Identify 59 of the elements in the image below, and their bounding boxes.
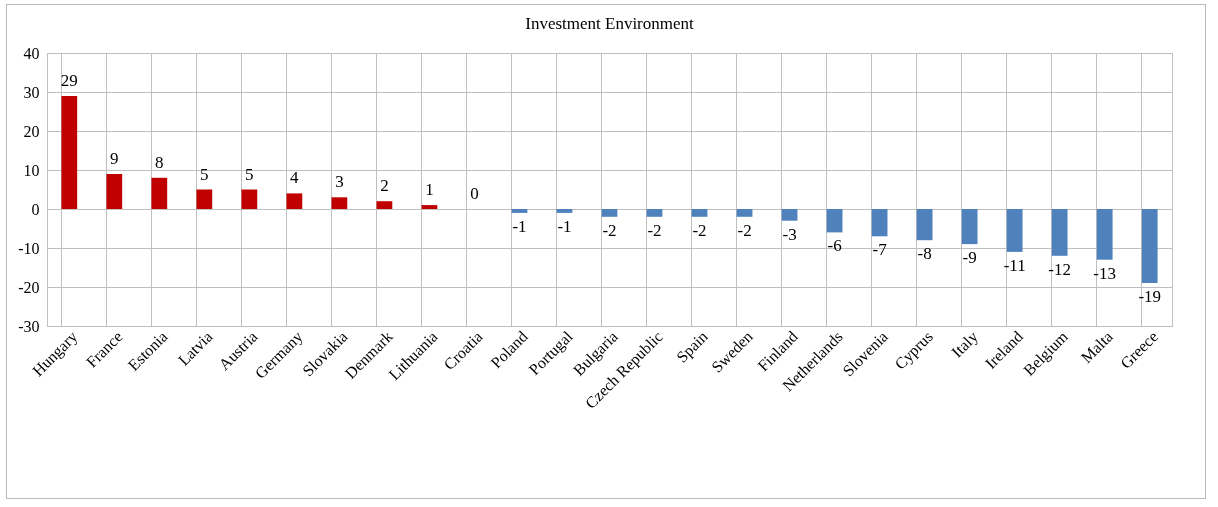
- data-label: -6: [827, 236, 842, 256]
- data-label: -2: [647, 220, 662, 240]
- data-label: 8: [155, 152, 164, 172]
- bar: [241, 189, 258, 209]
- data-label: 3: [335, 172, 344, 192]
- data-label: -7: [872, 240, 888, 260]
- data-label: 5: [200, 164, 209, 184]
- bar: [916, 209, 933, 241]
- data-label: 5: [245, 164, 254, 184]
- bar: [1051, 209, 1068, 256]
- bar: [511, 209, 528, 213]
- bar: [961, 209, 978, 245]
- y-tick-label: 0: [31, 200, 40, 218]
- bar: [736, 209, 753, 217]
- chart-title: Investment Environment: [525, 14, 695, 33]
- bar: [106, 173, 123, 209]
- y-tick-label: 10: [23, 161, 40, 179]
- y-tick-label: 40: [23, 44, 40, 62]
- data-label: -19: [1138, 287, 1162, 307]
- bar: [1141, 209, 1158, 284]
- data-label: -8: [917, 244, 932, 264]
- bar: [826, 209, 843, 233]
- data-label: 9: [110, 148, 119, 168]
- data-label: 1: [425, 180, 434, 200]
- data-label: -13: [1093, 263, 1117, 283]
- bar: [286, 193, 303, 209]
- data-label: -12: [1048, 259, 1072, 279]
- data-label: -2: [737, 220, 752, 240]
- bar: [1006, 209, 1023, 252]
- y-tick-label: -20: [18, 278, 40, 296]
- bar: [781, 209, 798, 221]
- y-tick-label: -30: [18, 317, 40, 335]
- data-label: 29: [60, 70, 78, 90]
- bar: [421, 205, 438, 209]
- bar: [331, 197, 348, 209]
- bar: [556, 209, 573, 213]
- data-label: -2: [692, 220, 707, 240]
- bar: [691, 209, 708, 217]
- data-label: -3: [782, 224, 797, 244]
- bar: [61, 95, 78, 209]
- bar: [376, 201, 393, 209]
- bar: [151, 177, 168, 209]
- data-label: 4: [290, 168, 300, 188]
- bar: [1096, 209, 1113, 260]
- bar: [196, 189, 213, 209]
- bar: [871, 209, 888, 237]
- y-tick-label: -10: [18, 239, 40, 257]
- data-label: -1: [512, 216, 527, 236]
- bar: [601, 209, 618, 217]
- data-label: 0: [470, 184, 479, 203]
- data-label: 2: [380, 176, 389, 196]
- data-label: -11: [1003, 255, 1026, 275]
- data-label: -2: [602, 220, 617, 240]
- y-tick-label: 30: [23, 83, 40, 101]
- y-tick-label: 20: [23, 122, 40, 140]
- data-label: -1: [557, 216, 572, 236]
- bar: [646, 209, 663, 217]
- data-label: -9: [962, 248, 977, 268]
- x-tick-label: Italy: [948, 327, 982, 362]
